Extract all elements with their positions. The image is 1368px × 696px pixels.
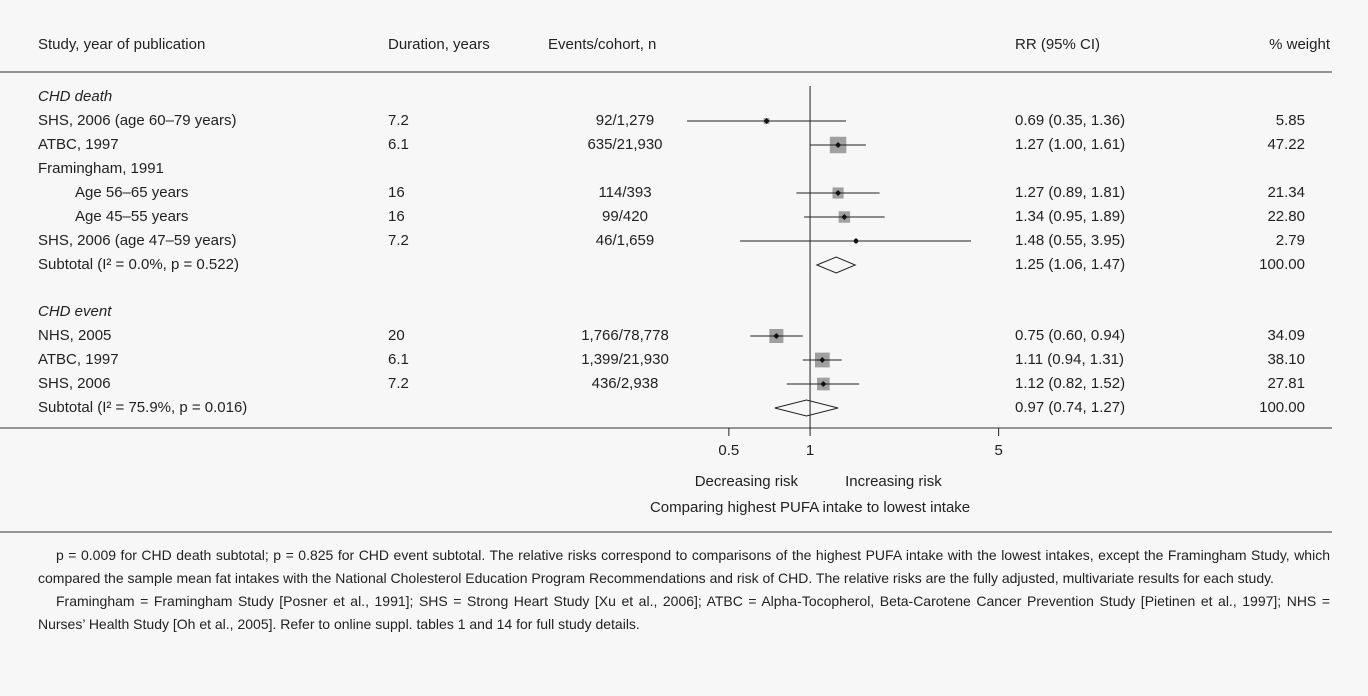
events: 46/1,659 [596,232,654,249]
column-header: % weight [1269,36,1331,53]
study-label: SHS, 2006 (age 60–79 years) [38,112,236,129]
point-estimate [852,238,859,244]
rr-label: 0.97 (0.74, 1.27) [1015,399,1125,416]
x-tick-label: 0.5 [718,442,739,459]
rr-label: 1.34 (0.95, 1.89) [1015,208,1125,225]
forest-plot: Study, year of publication Duration, year… [0,36,1332,533]
rr-label: 1.27 (1.00, 1.61) [1015,136,1125,153]
right-label: Increasing risk [845,473,942,490]
study-label: SHS, 2006 [38,375,111,392]
rr-label: 1.48 (0.55, 3.95) [1015,232,1125,249]
rr-label: 1.11 (0.94, 1.31) [1015,351,1124,368]
events: 436/2,938 [592,375,659,392]
point-estimate [773,333,780,339]
events: 1,766/78,778 [581,327,669,344]
column-header: Duration, years [388,36,490,53]
x-tick-label: 1 [806,442,814,459]
study-label: Subtotal (I² = 75.9%, p = 0.016) [38,399,247,416]
duration: 16 [388,184,405,201]
duration: 6.1 [388,136,409,153]
point-estimate [835,190,842,196]
column-header: Events/cohort, n [548,36,656,53]
x-tick-label: 5 [994,442,1002,459]
weight: 38.10 [1267,351,1305,368]
weight: 2.79 [1276,232,1305,249]
footnote: Framingham = Framingham Study [Posner et… [38,593,1330,632]
weight: 22.80 [1267,208,1305,225]
column-header: Study, year of publication [38,36,205,53]
summary-diamond [774,399,839,417]
weight: 34.09 [1267,327,1305,344]
events: 635/21,930 [587,136,662,153]
study-label: Age 56–65 years [75,184,188,201]
events: 114/393 [598,184,651,201]
point-estimate [835,142,842,148]
events: 99/420 [602,208,648,225]
point-estimate [819,357,826,363]
rr-label: 1.12 (0.82, 1.52) [1015,375,1125,392]
duration: 7.2 [388,232,409,249]
rr-label: 0.69 (0.35, 1.36) [1015,112,1125,129]
weight: 5.85 [1276,112,1305,129]
footnotes: p = 0.009 for CHD death subtotal; p = 0.… [38,544,1330,636]
study-label: SHS, 2006 (age 47–59 years) [38,232,236,249]
duration: 6.1 [388,351,409,368]
point-estimate [763,118,770,124]
rr-label: 1.25 (1.06, 1.47) [1015,256,1125,273]
events: 92/1,279 [596,112,654,129]
weight: 47.22 [1267,136,1305,153]
study-label: Subtotal (I² = 0.0%, p = 0.522) [38,256,239,273]
study-label: ATBC, 1997 [38,351,119,368]
point-estimate [841,214,848,220]
left-label: Decreasing risk [695,473,799,490]
weight: 27.81 [1267,375,1305,392]
rr-label: 1.27 (0.89, 1.81) [1015,184,1125,201]
duration: 7.2 [388,375,409,392]
x-axis-label: Comparing highest PUFA intake to lowest … [650,499,970,516]
duration: 7.2 [388,112,409,129]
study-label: ATBC, 1997 [38,136,119,153]
summary-diamond [815,256,857,274]
weight: 100.00 [1259,256,1305,273]
point-estimate [820,381,827,387]
duration: 20 [388,327,405,344]
weight: 100.00 [1259,399,1305,416]
footnote: p = 0.009 for CHD death subtotal; p = 0.… [38,547,1330,586]
section-label: CHD death [38,88,112,105]
events: 1,399/21,930 [581,351,669,368]
study-label: NHS, 2005 [38,327,111,344]
weight: 21.34 [1267,184,1305,201]
section-label: CHD event [38,303,112,320]
study-label: Framingham, 1991 [38,160,164,177]
study-label: Age 45–55 years [75,208,188,225]
column-header: RR (95% CI) [1015,36,1100,53]
rr-label: 0.75 (0.60, 0.94) [1015,327,1125,344]
duration: 16 [388,208,405,225]
